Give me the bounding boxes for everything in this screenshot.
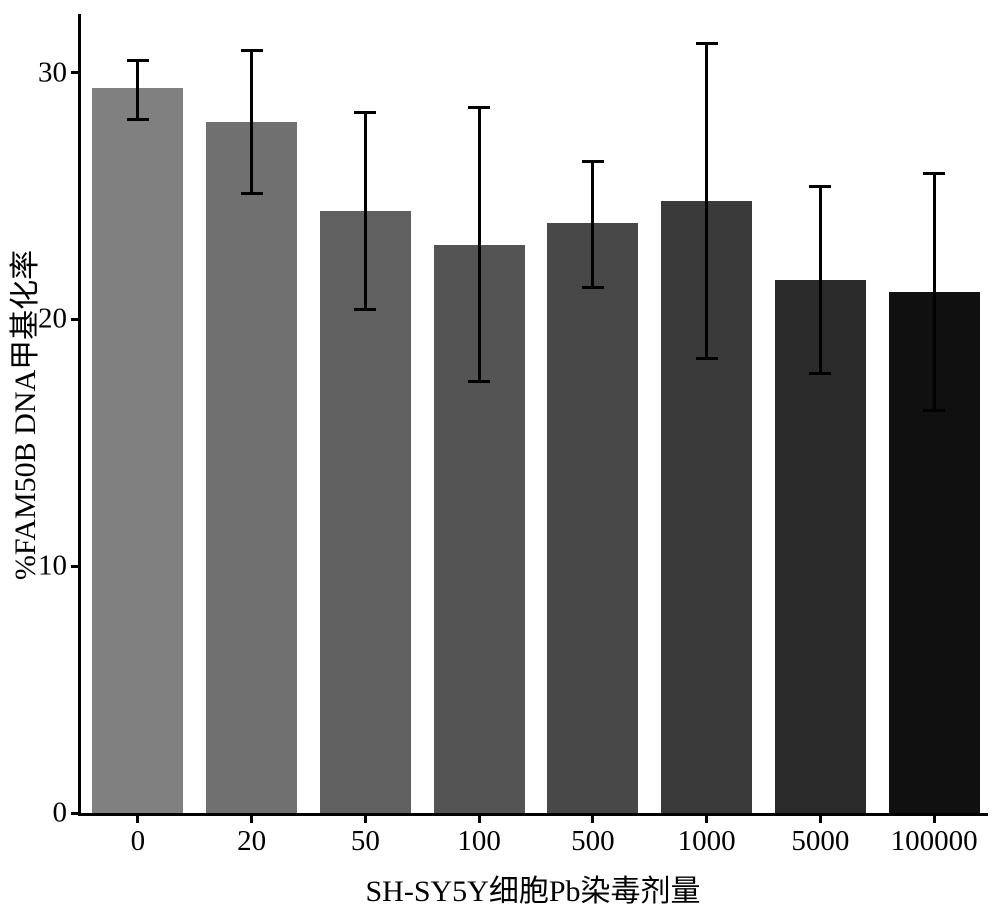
- x-tick-label: 1000: [678, 813, 736, 858]
- x-tick-label: 50: [351, 813, 380, 858]
- x-tick-label: 5000: [791, 813, 849, 858]
- bar: [434, 245, 525, 813]
- bar: [547, 223, 638, 813]
- bar: [889, 292, 980, 813]
- x-tick-label: 100: [457, 813, 501, 858]
- bar: [206, 122, 297, 813]
- y-axis-label: %FAM50B DNA甲基化率: [0, 250, 44, 580]
- y-tick-label: 30: [38, 56, 81, 89]
- x-tick-label: 500: [571, 813, 615, 858]
- y-tick-label: 20: [38, 303, 81, 336]
- plot-area: 01020300205010050010005000100000: [78, 14, 988, 816]
- y-tick-label: 0: [53, 797, 82, 830]
- bar: [775, 280, 866, 813]
- chart-container: 01020300205010050010005000100000 %FAM50B…: [0, 0, 1000, 915]
- y-tick-label: 10: [38, 550, 81, 583]
- bar: [320, 211, 411, 813]
- x-axis-label: SH-SY5Y细胞Pb染毒剂量: [365, 866, 700, 910]
- x-tick-label: 20: [237, 813, 266, 858]
- bar: [92, 88, 183, 814]
- x-tick-label: 100000: [891, 813, 978, 858]
- x-tick-label: 0: [131, 813, 146, 858]
- bar: [661, 201, 752, 813]
